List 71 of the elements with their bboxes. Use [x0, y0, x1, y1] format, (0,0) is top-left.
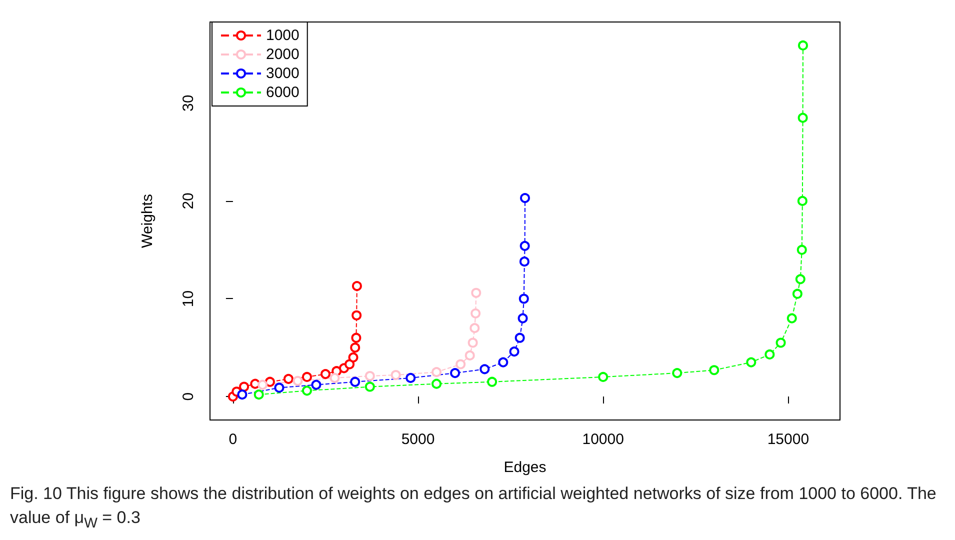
- point: [746, 357, 756, 368]
- point: [364, 382, 375, 392]
- point: [258, 380, 268, 390]
- point: [464, 350, 475, 360]
- point: [498, 357, 508, 368]
- legend-label: 1000: [266, 27, 300, 44]
- point: [470, 308, 481, 318]
- point: [518, 294, 529, 304]
- y-tick-label: 10: [180, 290, 197, 308]
- point: [797, 196, 808, 206]
- legend-label: 2000: [266, 46, 300, 63]
- point: [798, 40, 808, 50]
- point: [514, 332, 525, 343]
- point: [487, 376, 498, 387]
- point: [344, 359, 355, 370]
- point: [352, 310, 362, 320]
- point: [798, 112, 808, 123]
- point: [518, 313, 528, 324]
- x-tick-label: 5000: [401, 431, 435, 448]
- point: [283, 374, 294, 384]
- point: [456, 359, 466, 370]
- y-axis-title: Weights: [139, 194, 156, 248]
- x-tick-label: 10000: [582, 431, 624, 448]
- point: [350, 376, 360, 387]
- point: [390, 370, 401, 380]
- point: [432, 367, 442, 378]
- point: [350, 342, 360, 353]
- point: [598, 372, 608, 382]
- point: [302, 386, 312, 396]
- point: [792, 288, 802, 299]
- point: [796, 244, 807, 255]
- point: [352, 281, 362, 292]
- point: [509, 346, 520, 357]
- caption: Fig. 10 This figure shows the distribution of weights on edges on artificial weighted networks of size from 1000 to 6000. The value of μ$_{W}$ = 0.3: [10, 483, 938, 534]
- point: [254, 390, 264, 400]
- point: [432, 378, 442, 389]
- point: [302, 372, 312, 382]
- point: [330, 372, 340, 383]
- x-tick-label: 15000: [767, 431, 810, 448]
- point: [786, 313, 797, 324]
- point: [292, 376, 303, 386]
- point: [468, 338, 478, 348]
- y-tick-label: 30: [180, 94, 197, 112]
- point: [672, 368, 682, 378]
- point: [519, 256, 530, 267]
- point: [274, 382, 284, 393]
- point: [237, 390, 248, 400]
- x-axis-title: Edges: [504, 459, 546, 476]
- point: [776, 338, 786, 348]
- point: [364, 370, 375, 381]
- point: [764, 349, 775, 360]
- point: [351, 332, 362, 343]
- x-tick-label: 0: [228, 431, 238, 448]
- point: [520, 240, 530, 251]
- y-tick-label: 0: [180, 392, 197, 401]
- point: [264, 376, 275, 387]
- point: [239, 382, 250, 392]
- y-tick-label: 20: [180, 192, 197, 210]
- point: [471, 288, 482, 298]
- legend-label: 3000: [266, 65, 300, 82]
- point: [450, 368, 460, 378]
- point: [709, 365, 720, 376]
- point: [470, 323, 480, 334]
- point: [311, 380, 322, 390]
- legend-label: 6000: [266, 84, 300, 101]
- point: [320, 369, 330, 380]
- point: [795, 274, 806, 284]
- point: [480, 364, 490, 374]
- point: [348, 352, 358, 362]
- point: [520, 193, 530, 204]
- point: [406, 372, 416, 383]
